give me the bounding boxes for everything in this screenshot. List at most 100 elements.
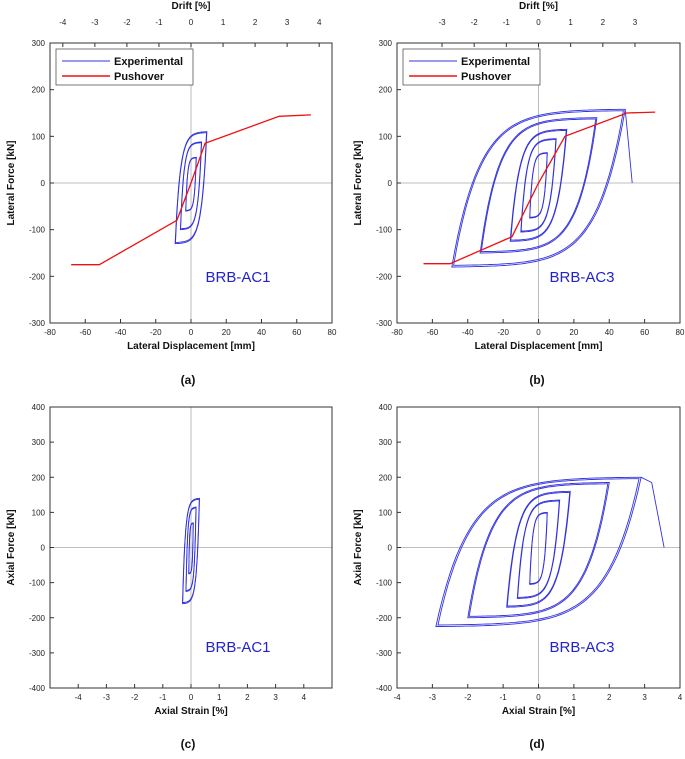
x2-tick-label: 1 bbox=[221, 18, 226, 27]
x-tick-label: -60 bbox=[79, 328, 91, 337]
experimental-series bbox=[174, 131, 208, 245]
hysteresis-loop bbox=[467, 482, 610, 619]
x-tick-label: 2 bbox=[245, 693, 250, 702]
x-tick-label: 1 bbox=[572, 693, 577, 702]
specimen-label: BRB-AC3 bbox=[549, 269, 614, 286]
hysteresis-loop bbox=[529, 512, 548, 585]
y-tick-label: 200 bbox=[32, 473, 46, 482]
pushover-line bbox=[71, 114, 311, 266]
panel-label: (c) bbox=[181, 737, 196, 751]
y-tick-label: 200 bbox=[379, 473, 393, 482]
x2-tick-label: 4 bbox=[317, 18, 322, 27]
x-tick-label: 1 bbox=[217, 693, 222, 702]
experimental-series bbox=[435, 476, 665, 627]
x-tick-label: 0 bbox=[536, 693, 541, 702]
y-axis-label: Axial Force [kN] bbox=[6, 509, 17, 585]
x-tick-label: 60 bbox=[292, 328, 301, 337]
x-tick-label: 2 bbox=[607, 693, 612, 702]
experimental-tail bbox=[640, 476, 665, 548]
y-axis-label: Lateral Force [kN] bbox=[6, 140, 17, 225]
hysteresis-loop bbox=[529, 152, 548, 218]
hysteresis-loop bbox=[479, 117, 598, 254]
x-axis-label: Lateral Displacement [mm] bbox=[475, 341, 603, 352]
x-tick-label: -2 bbox=[131, 693, 139, 702]
hysteresis-loop bbox=[516, 499, 561, 599]
x-tick-label: 3 bbox=[642, 693, 647, 702]
y-tick-label: 200 bbox=[32, 86, 46, 95]
hysteresis-loop bbox=[506, 491, 571, 607]
x-tick-label: 0 bbox=[536, 328, 541, 337]
pushover-line bbox=[423, 111, 656, 265]
y-tick-label: 300 bbox=[32, 39, 46, 48]
x2-tick-label: 3 bbox=[285, 18, 290, 27]
y-tick-label: 300 bbox=[379, 39, 393, 48]
experimental-tail bbox=[624, 109, 633, 184]
x-tick-label: -80 bbox=[44, 328, 56, 337]
hysteresis-loop bbox=[180, 142, 202, 230]
y-tick-label: -200 bbox=[29, 614, 46, 623]
y-tick-label: 100 bbox=[379, 132, 393, 141]
x-tick-label: -4 bbox=[393, 693, 401, 702]
y-tick-label: 0 bbox=[388, 544, 393, 553]
panel-label: (b) bbox=[529, 373, 544, 387]
hysteresis-loop bbox=[520, 139, 557, 232]
x-tick-label: -40 bbox=[462, 328, 474, 337]
hysteresis-loop bbox=[506, 490, 571, 608]
y-tick-label: 0 bbox=[388, 179, 393, 188]
hysteresis-loop bbox=[453, 110, 624, 266]
x2-tick-label: 0 bbox=[536, 18, 541, 27]
hysteresis-loop bbox=[188, 522, 194, 574]
y-tick-label: 100 bbox=[32, 508, 46, 517]
x-tick-label: -20 bbox=[150, 328, 162, 337]
legend: Experimental Pushover bbox=[55, 48, 194, 86]
x-axis-label: Axial Strain [%] bbox=[154, 706, 227, 717]
x2-axis-label: Drift [%] bbox=[519, 1, 558, 12]
specimen-label: BRB-AC3 bbox=[549, 639, 614, 656]
y-tick-label: -400 bbox=[376, 684, 393, 693]
x2-tick-label: -2 bbox=[123, 18, 131, 27]
y-tick-label: -100 bbox=[376, 226, 393, 235]
chart-panel-4: -4 -3 -2 -1 0 1 2 3 4 -400 -300 -200 -100 0 100 200 300 4… bbox=[353, 403, 683, 751]
x-tick-label: 60 bbox=[640, 328, 649, 337]
hysteresis-loop bbox=[182, 498, 200, 604]
x2-tick-label: -3 bbox=[91, 18, 99, 27]
x2-tick-label: -3 bbox=[438, 18, 446, 27]
x-tick-label: 40 bbox=[605, 328, 614, 337]
y-tick-label: 300 bbox=[379, 438, 393, 447]
y-tick-label: -300 bbox=[376, 319, 393, 328]
y-axis-label: Lateral Force [kN] bbox=[353, 140, 364, 225]
y-tick-label: -100 bbox=[29, 579, 46, 588]
legend-label-experimental: Experimental bbox=[461, 56, 530, 68]
chart-panel-1: -80 -60 -40 -20 0 20 40 60 80-300-200-1000100200… bbox=[6, 1, 337, 387]
y-tick-label: 100 bbox=[32, 132, 46, 141]
legend-label-pushover: Pushover bbox=[114, 71, 165, 83]
y-tick-label: -100 bbox=[29, 226, 46, 235]
x-tick-label: -40 bbox=[115, 328, 127, 337]
specimen-label: BRB-AC1 bbox=[205, 269, 270, 286]
x-tick-label: -1 bbox=[159, 693, 167, 702]
legend-label-experimental: Experimental bbox=[114, 56, 183, 68]
y-tick-label: -300 bbox=[29, 649, 46, 658]
y-tick-label: -200 bbox=[376, 614, 393, 623]
hysteresis-loop bbox=[437, 478, 640, 626]
y-tick-label: -300 bbox=[376, 649, 393, 658]
hysteresis-loop bbox=[175, 132, 207, 244]
chart-panel-3: -4 -3 -2 -1 0 1 2 3 4 -400 -300 -200 -100 0 100 200 300 4… bbox=[6, 403, 333, 751]
legend: Experimental Pushover bbox=[402, 48, 541, 86]
experimental-series bbox=[182, 497, 200, 605]
hysteresis-loop bbox=[185, 157, 197, 211]
y-tick-label: 0 bbox=[41, 544, 46, 553]
x-tick-label: 40 bbox=[257, 328, 266, 337]
y-tick-label: 300 bbox=[32, 438, 46, 447]
chart-panel-2: -80 -60 -40 -20 0 20 40 60 80-300-200-1000100200… bbox=[353, 1, 685, 387]
x2-tick-label: -4 bbox=[59, 18, 67, 27]
y-tick-label: -200 bbox=[376, 272, 393, 281]
experimental-series bbox=[451, 108, 633, 268]
specimen-label: BRB-AC1 bbox=[205, 639, 270, 656]
x-tick-label: 4 bbox=[678, 693, 683, 702]
x-tick-label: -60 bbox=[427, 328, 439, 337]
x-tick-label: 80 bbox=[328, 328, 337, 337]
hysteresis-loop bbox=[185, 507, 197, 591]
y-axis-label: Axial Force [kN] bbox=[353, 509, 364, 585]
